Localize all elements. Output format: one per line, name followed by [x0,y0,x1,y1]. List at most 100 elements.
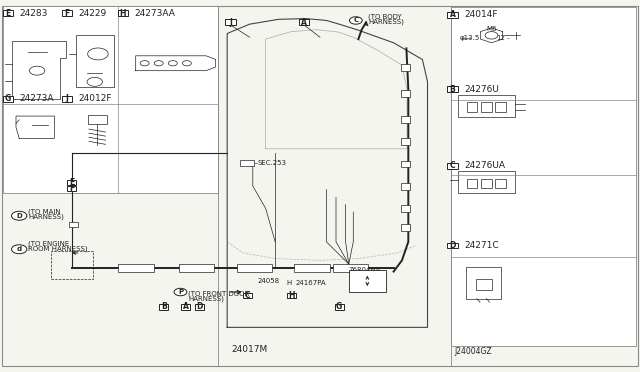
Text: M6: M6 [486,26,497,32]
Bar [67,180,76,185]
Text: (TO BODY: (TO BODY [368,13,402,20]
Text: C: C [353,17,358,23]
Text: 24273A: 24273A [19,94,54,103]
Bar [401,64,410,71]
Text: A: A [449,10,456,19]
Bar [401,161,410,167]
Text: P: P [178,289,183,295]
Bar [243,293,252,298]
Bar [451,7,636,346]
Bar [51,251,93,279]
Bar [67,186,76,191]
Text: SEC.253: SEC.253 [257,160,286,166]
Text: H: H [287,280,292,286]
Text: J: J [66,94,68,103]
Bar [237,264,272,272]
Bar [3,10,13,16]
Circle shape [12,211,27,220]
Bar [481,102,492,112]
Text: G: G [4,94,11,103]
Text: (TO MAIN: (TO MAIN [28,208,61,215]
Bar [467,179,477,188]
Text: J24004GZ: J24004GZ [454,347,492,356]
Text: 24017M: 24017M [232,345,268,354]
Text: (TO FRONT DOOR: (TO FRONT DOOR [188,291,250,297]
Text: 24276UA: 24276UA [464,161,505,170]
Bar [62,10,72,16]
Text: G: G [336,302,342,311]
Bar [159,304,168,310]
Bar [294,264,330,272]
Circle shape [174,288,187,296]
Bar [225,19,236,25]
Text: E: E [69,178,74,187]
Text: 24229: 24229 [79,9,107,17]
Bar [62,96,72,102]
Text: (TO ENGINE: (TO ENGINE [28,240,69,247]
Bar [240,160,254,166]
Bar [88,115,107,124]
Bar [447,86,458,92]
Bar [447,12,458,18]
Text: B: B [450,85,455,94]
Text: D: D [196,302,203,311]
Bar [458,171,515,193]
Text: A: A [301,18,307,27]
Text: 24167PA: 24167PA [296,280,326,286]
Bar [3,96,13,102]
Bar [401,205,410,212]
Text: J: J [229,18,232,27]
Bar [195,304,204,310]
Bar [69,222,78,227]
Text: E: E [5,9,10,17]
Text: 24012F: 24012F [79,94,112,103]
Text: H: H [288,291,294,300]
Bar [467,102,477,112]
Text: HARNESS): HARNESS) [188,295,224,302]
Text: C: C [245,291,250,300]
Text: 24283: 24283 [19,9,47,17]
Text: A: A [182,302,189,311]
Bar [447,163,458,169]
Text: d: d [17,246,22,252]
Bar [401,138,410,145]
Text: HARNESS): HARNESS) [28,213,64,220]
Bar [466,267,501,298]
Circle shape [12,245,27,254]
Bar [401,116,410,123]
Bar [118,10,128,16]
Bar [299,19,309,25]
Bar [3,6,218,193]
Text: 24014F: 24014F [464,10,497,19]
Bar [401,224,410,231]
Text: 24058: 24058 [257,278,280,284]
Text: B: B [161,302,166,311]
Text: F: F [65,9,70,17]
Bar [333,264,368,272]
Bar [458,95,515,117]
Text: 24276U: 24276U [464,85,499,94]
Bar [481,179,492,188]
Bar [401,90,410,97]
Bar [476,279,492,290]
Bar [447,243,458,248]
Text: D: D [449,241,456,250]
Text: ROOM HARNESS): ROOM HARNESS) [28,246,88,253]
Bar [335,304,344,310]
Bar [495,179,506,188]
Bar [349,270,386,292]
Circle shape [349,17,362,24]
Bar [118,264,154,272]
Bar [495,102,506,112]
Text: 24271C: 24271C [464,241,499,250]
Text: 76804NA: 76804NA [349,267,381,273]
Bar [179,264,214,272]
Text: 24273AA: 24273AA [134,9,175,17]
Text: C: C [450,161,455,170]
Text: H: H [120,9,126,17]
Text: φ13.5: φ13.5 [460,35,480,41]
Bar [401,183,410,190]
Text: HARNESS): HARNESS) [368,18,404,25]
Text: D: D [17,213,22,219]
Bar [181,304,190,310]
